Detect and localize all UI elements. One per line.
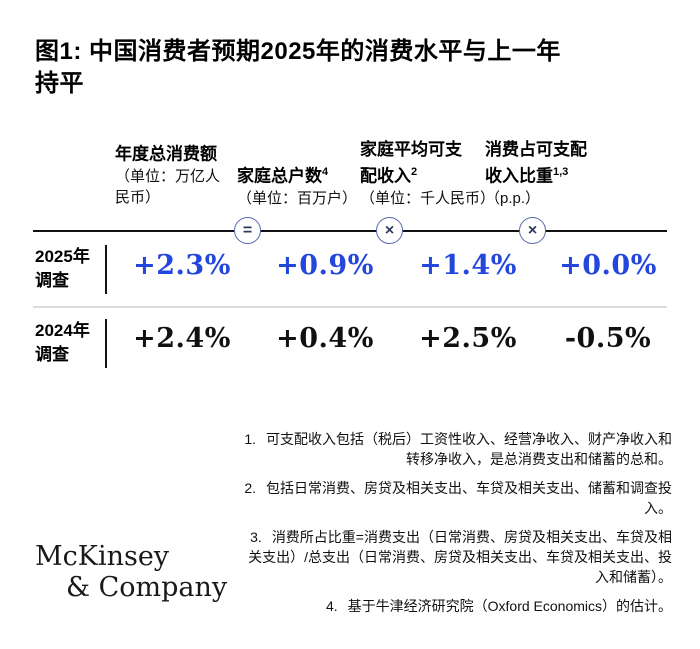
column-header-annual-spend: 年度总消费额 （单位：万亿人民币） — [115, 139, 229, 208]
operator-multiply-icon: × — [376, 217, 403, 244]
column-header-disposable-income: 家庭平均可支配收入2 （单位：千人民币） — [360, 139, 496, 209]
page-title: 图1: 中国消费者预期2025年的消费水平与上一年 持平 — [35, 38, 561, 97]
column-title: 家庭总户数4 — [237, 166, 329, 186]
footnote-text: 基于牛津经济研究院（Oxford Economics）的估计。 — [347, 598, 672, 614]
column-unit: （单位：万亿人民币） — [115, 167, 221, 206]
row-label-2024-survey: 2024年 调查 — [35, 321, 90, 364]
logo-text-line2: & Company — [66, 572, 228, 603]
footnote-number: 4. — [325, 598, 338, 614]
column-title: 家庭平均可支配收入2 — [360, 140, 462, 186]
footnote-number: 3. — [250, 529, 262, 545]
footnote-3: 3. 消费所占比重=消费支出（日常消费、房贷及相关支出、车贷及相关支出）/总支出（… — [240, 527, 672, 587]
column-title: 消费占可支配收入比重1,3 — [485, 140, 587, 186]
column-unit: （单位：千人民币） — [360, 189, 496, 207]
row-divider-vertical — [105, 245, 107, 294]
value-2024-households: +0.4% — [276, 323, 374, 354]
value-2024-annual-spend: +2.4% — [133, 323, 231, 354]
footnotes: 1. 可支配收入包括（税后）工资性收入、经营净收入、财产净收入和转移净收入，是总消… — [240, 429, 672, 625]
footnote-number: 2. — [244, 480, 256, 496]
row-label-2025-survey: 2025年 调查 — [35, 247, 90, 290]
column-header-spend-share: 消费占可支配收入比重1,3 （p.p.） — [485, 139, 595, 209]
column-unit: （单位：百万户） — [237, 189, 358, 207]
value-2025-spend-share: +0.0% — [559, 250, 657, 281]
mckinsey-logo: McKinsey & Company — [35, 541, 227, 603]
operator-multiply-icon: × — [519, 217, 546, 244]
equation-line — [33, 230, 667, 232]
footnote-1: 1. 可支配收入包括（税后）工资性收入、经营净收入、财产净收入和转移净收入，是总消… — [240, 429, 672, 469]
value-2025-disposable-income: +1.4% — [419, 250, 517, 281]
value-2025-households: +0.9% — [276, 250, 374, 281]
value-2024-disposable-income: +2.5% — [419, 323, 517, 354]
row-divider-vertical — [105, 319, 107, 368]
footnote-number: 1. — [244, 431, 256, 447]
column-header-households: 家庭总户数4 （单位：百万户） — [237, 161, 357, 209]
footnote-2: 2. 包括日常消费、房贷及相关支出、车贷及相关支出、储蓄和调查投入。 — [240, 478, 672, 518]
value-2024-spend-share: -0.5% — [564, 323, 652, 354]
value-2025-annual-spend: +2.3% — [133, 250, 231, 281]
column-unit: （p.p.） — [485, 189, 541, 207]
footnote-4: 4. 基于牛津经济研究院（Oxford Economics）的估计。 — [240, 596, 672, 616]
footnote-text: 消费所占比重=消费支出（日常消费、房贷及相关支出、车贷及相关支出）/总支出（日常… — [248, 529, 672, 585]
logo-text-line1: McKinsey — [35, 541, 170, 572]
operator-equals-icon: = — [234, 217, 261, 244]
column-title: 年度总消费额 — [115, 144, 217, 164]
footnote-text: 可支配收入包括（税后）工资性收入、经营净收入、财产净收入和转移净收入，是总消费支… — [266, 431, 672, 467]
footnote-text: 包括日常消费、房贷及相关支出、车贷及相关支出、储蓄和调查投入。 — [266, 480, 672, 516]
row-divider-horizontal — [33, 306, 667, 308]
